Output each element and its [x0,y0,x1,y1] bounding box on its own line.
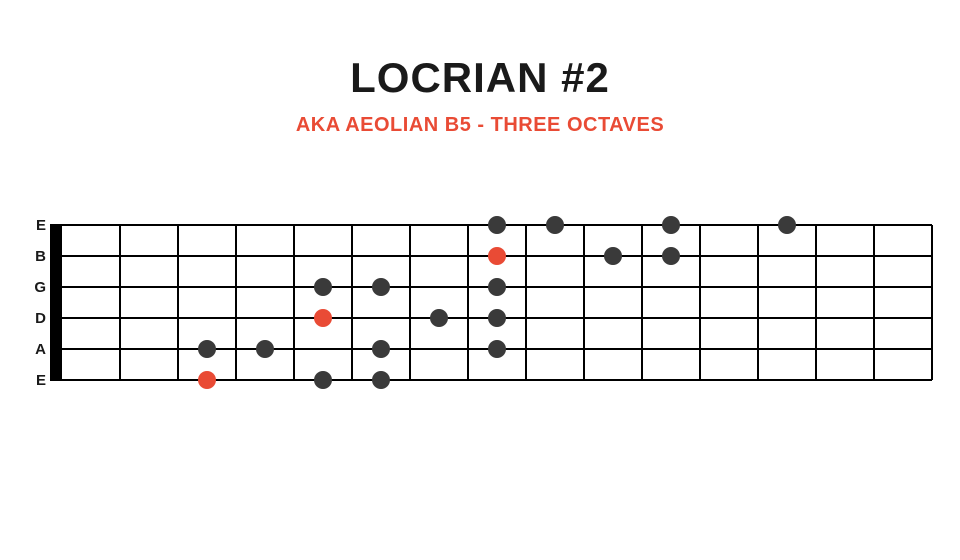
fretboard-svg [30,205,952,400]
diagram-title: LOCRIAN #2 [0,54,960,102]
diagram-subtitle: AKA AEOLIAN B5 - THREE OCTAVES [0,114,960,137]
